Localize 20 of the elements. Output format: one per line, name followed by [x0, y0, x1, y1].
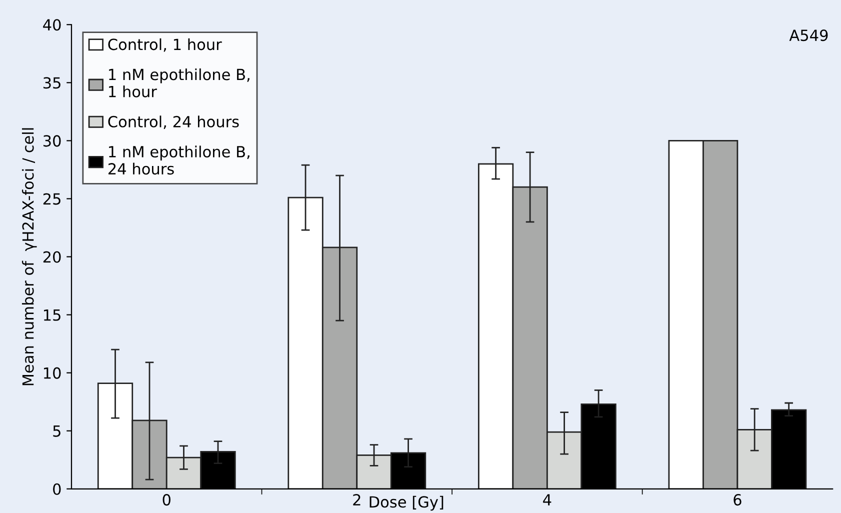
y-tick-label: 5: [53, 426, 60, 437]
x-tick-label: 6: [734, 494, 742, 506]
y-tick-label: 0: [53, 483, 61, 495]
legend-label: Control, 1 hour: [108, 38, 222, 52]
x-tick-label: 0: [162, 494, 170, 506]
x-tick-label: 4: [543, 494, 552, 506]
legend-label: Control, 24 hours: [108, 116, 239, 129]
legend-label: 1 nM epothilone B, 1 hour: [109, 68, 250, 98]
y-tick-label: 20: [43, 251, 61, 263]
y-axis-title: Mean number of γH2AX-foci / cell: [22, 128, 37, 386]
y-tick-label: 10: [44, 367, 61, 379]
y-tick-label: 15: [44, 309, 60, 321]
x-axis-title: Dose [Gy]: [370, 496, 444, 511]
y-tick-label: 25: [43, 193, 60, 205]
y-tick-label: 40: [43, 19, 61, 31]
x-tick-label: 2: [353, 494, 360, 506]
annotation: A549: [789, 30, 828, 42]
y-tick-label: 35: [43, 77, 60, 89]
legend-label: 1 nM epothilone B, 24 hours: [108, 146, 250, 175]
y-tick-label: 30: [43, 135, 61, 147]
